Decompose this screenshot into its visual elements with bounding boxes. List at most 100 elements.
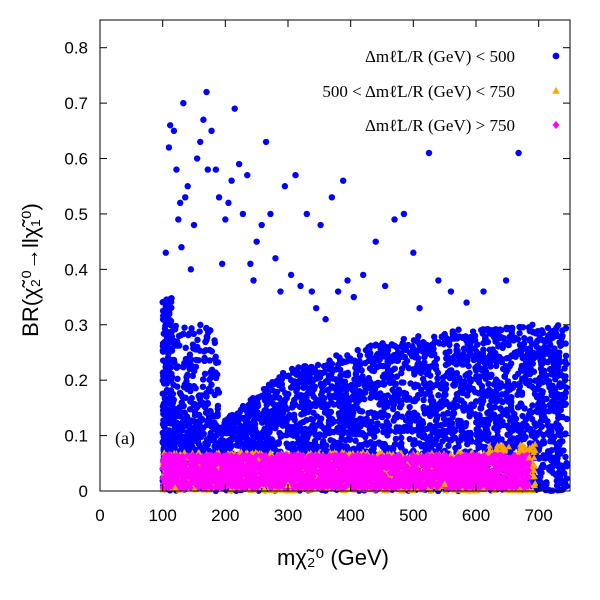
data-point-blue	[465, 362, 472, 370]
data-point-blue	[433, 422, 441, 429]
data-point-blue	[337, 366, 344, 374]
data-point-blue	[440, 411, 447, 418]
data-point-blue	[346, 396, 353, 403]
data-point-blue	[428, 435, 435, 443]
data-point-blue	[498, 356, 505, 363]
data-point-blue	[310, 409, 317, 416]
data-point-blue	[414, 391, 422, 399]
data-point-blue	[503, 366, 510, 373]
data-point-blue	[264, 399, 271, 406]
data-point-blue	[344, 410, 351, 417]
data-point-blue	[260, 385, 268, 393]
data-point-blue	[482, 368, 490, 376]
data-point-blue	[199, 383, 207, 391]
data-point-blue	[260, 430, 267, 437]
data-point-blue	[378, 341, 385, 349]
data-point-blue	[420, 403, 427, 411]
data-point-blue	[168, 373, 176, 381]
data-point-blue	[202, 409, 210, 416]
data-point-blue	[212, 353, 219, 361]
data-point-blue	[514, 370, 522, 378]
data-point-blue	[467, 334, 474, 341]
data-point-blue	[235, 418, 242, 425]
data-point-blue	[311, 366, 318, 374]
data-point-blue	[557, 406, 565, 414]
data-point-blue	[492, 419, 500, 427]
data-point-blue	[554, 487, 562, 494]
data-point-blue	[326, 429, 333, 437]
data-point-blue	[318, 398, 325, 405]
data-point-blue	[546, 449, 553, 456]
data-point-blue	[369, 360, 377, 368]
data-point-blue	[250, 435, 258, 442]
data-point-blue	[166, 412, 173, 420]
data-point-blue	[273, 402, 281, 409]
data-point-blue	[186, 406, 194, 413]
data-point-blue	[446, 437, 454, 444]
data-point-blue	[303, 435, 311, 442]
data-point-blue	[329, 366, 336, 374]
data-point-blue	[526, 337, 533, 344]
data-point-blue	[446, 403, 453, 411]
data-point-blue	[196, 328, 203, 335]
data-point-blue	[473, 355, 481, 362]
data-point-blue	[439, 374, 447, 381]
data-point-blue	[550, 398, 557, 405]
data-point-blue	[279, 369, 287, 377]
data-point-blue	[540, 439, 548, 447]
data-point-blue	[384, 432, 391, 439]
data-point-blue	[452, 403, 459, 411]
data-point-blue	[193, 404, 200, 412]
data-point-blue	[208, 381, 215, 389]
data-point-blue	[165, 427, 172, 434]
data-point-blue	[422, 434, 429, 442]
data-point-blue	[309, 416, 317, 423]
data-point-blue	[450, 381, 457, 389]
data-point-blue	[176, 389, 184, 397]
data-point-blue	[269, 437, 276, 445]
data-point-blue	[442, 361, 450, 369]
data-point-blue	[180, 442, 187, 449]
data-point-blue	[452, 352, 459, 360]
data-point-blue	[507, 337, 514, 344]
data-point-blue	[292, 401, 299, 408]
data-point-blue	[398, 379, 405, 386]
data-point-blue	[355, 393, 363, 400]
data-point-blue	[228, 413, 236, 420]
data-point-blue	[490, 356, 497, 364]
data-point-blue	[459, 334, 466, 341]
data-point-blue	[449, 414, 456, 421]
data-point-blue	[547, 423, 554, 430]
data-point-blue	[422, 391, 429, 398]
data-point-blue	[300, 392, 307, 400]
data-point-blue	[505, 381, 512, 388]
data-point-blue	[206, 357, 213, 364]
data-point-blue	[562, 324, 570, 332]
data-point-blue	[563, 384, 570, 391]
data-point-blue	[293, 371, 300, 378]
data-point-blue	[546, 430, 553, 437]
data-point-blue	[480, 346, 487, 353]
data-point-blue	[161, 402, 168, 410]
data-point-blue	[241, 442, 249, 450]
data-point-blue	[283, 431, 291, 438]
data-point-blue	[451, 335, 458, 342]
data-point-blue	[303, 416, 310, 424]
data-point-blue	[214, 402, 222, 410]
data-point-blue	[509, 427, 516, 434]
data-point-blue	[455, 326, 462, 333]
data-point-blue	[378, 410, 385, 417]
data-point-blue	[522, 433, 529, 441]
data-point-blue	[348, 383, 355, 391]
data-point-blue	[205, 435, 212, 443]
data-point-blue	[540, 367, 548, 375]
data-point-blue	[244, 412, 252, 419]
data-point-blue	[488, 388, 495, 395]
data-point-blue	[201, 370, 209, 378]
data-point-blue	[287, 384, 295, 391]
data-point-blue	[553, 420, 560, 427]
data-point-blue	[428, 351, 435, 359]
data-point-blue	[441, 420, 449, 427]
data-point-blue	[321, 446, 328, 454]
data-point-blue	[401, 353, 408, 361]
